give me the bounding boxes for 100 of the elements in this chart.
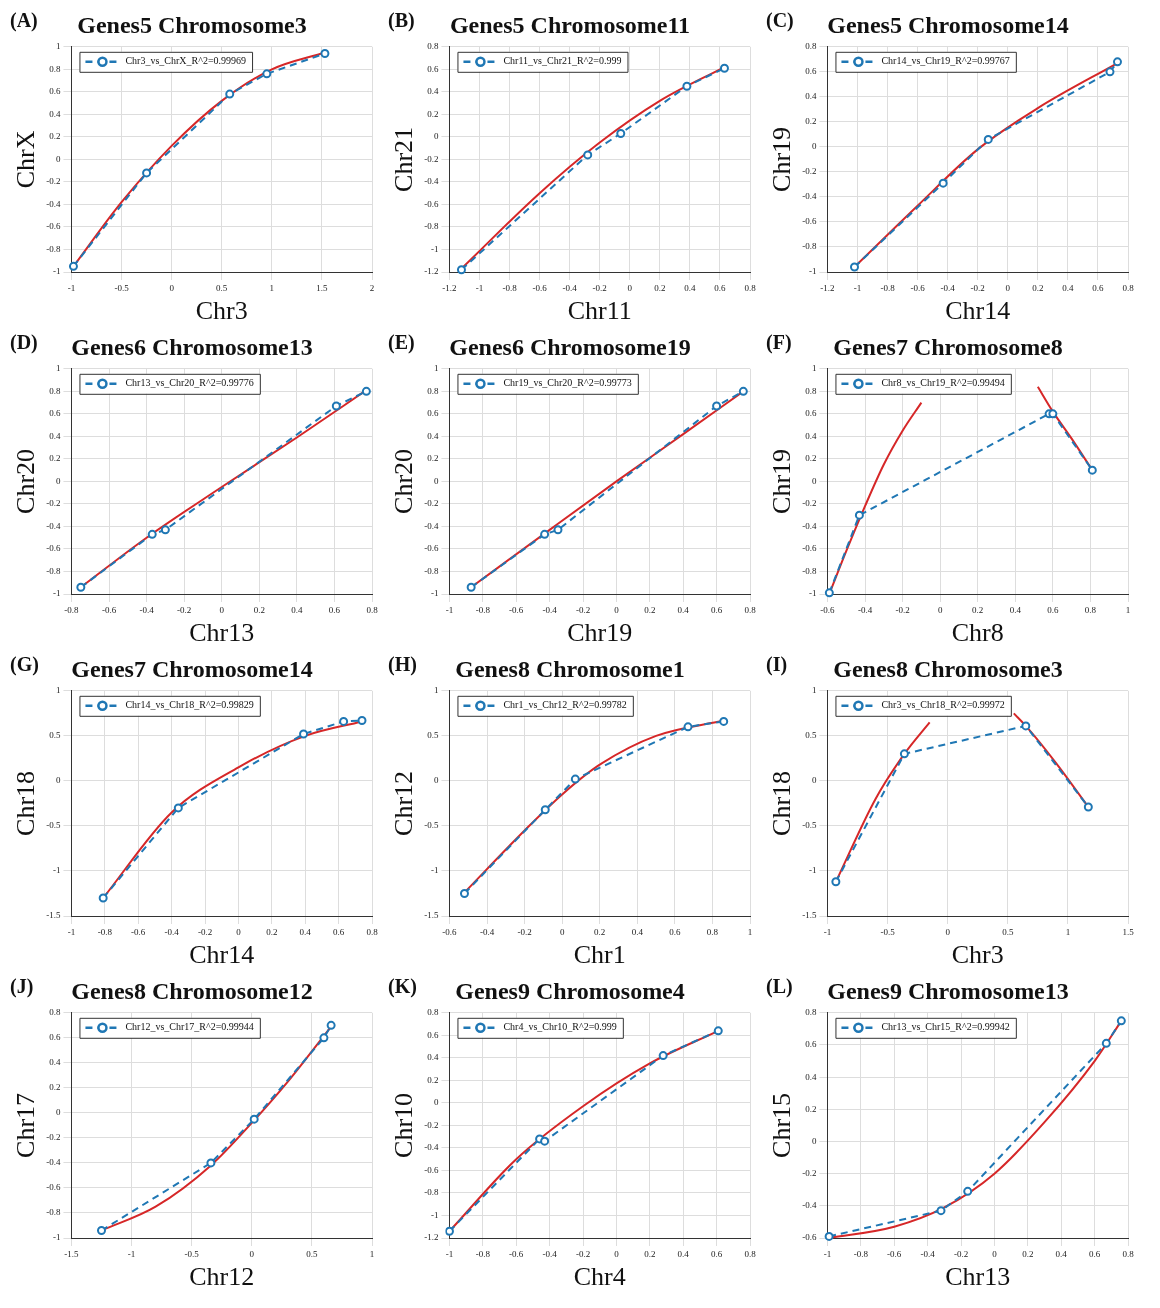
x-tick-label: -0.6	[442, 926, 458, 937]
x-axis-title: Chr12	[189, 1262, 255, 1292]
x-axis-title: Chr14	[945, 296, 1011, 326]
y-tick-label: -0.8	[424, 565, 439, 576]
chart-title: Genes6 Chromosome19	[449, 333, 691, 360]
x-tick-label: -0.2	[895, 604, 910, 615]
chart-title: Genes5 Chromosome11	[449, 11, 691, 38]
y-tick-label: -0.6	[46, 221, 61, 232]
y-tick-label: -1.5	[46, 910, 61, 921]
x-tick-label: 0.8	[744, 604, 757, 615]
x-tick-label: -0.2	[517, 926, 532, 937]
y-tick-label: -0.6	[802, 216, 817, 227]
text: (K)	[388, 975, 417, 999]
y-tick-label: 0.2	[49, 453, 61, 464]
y-tick-label: -1	[430, 1209, 439, 1220]
y-tick-label: 0	[811, 775, 817, 786]
y-tick-label: -0.4	[46, 198, 61, 209]
text: (A)	[10, 9, 38, 33]
x-axis-title: Chr4	[573, 1262, 626, 1292]
y-axis-title: Chr19	[767, 448, 797, 514]
y-tick-label: 0.2	[427, 453, 439, 464]
text: (H)	[388, 653, 417, 677]
x-tick-label: -0.8	[64, 604, 80, 615]
x-axis-title: Chr19	[567, 618, 633, 648]
x-tick-label: -1	[823, 926, 832, 937]
y-tick-label: 0.4	[49, 108, 61, 119]
x-tick-label: -0.4	[940, 282, 956, 293]
x-tick-label: 0.2	[266, 926, 278, 937]
x-tick-label: 0.5	[306, 1248, 319, 1259]
y-tick-label: -0.6	[424, 543, 439, 554]
y-tick-label: -0.4	[802, 520, 817, 531]
y-tick-label: 0.2	[427, 108, 439, 119]
text: (G)	[10, 653, 39, 677]
x-tick-label: 0	[945, 926, 951, 937]
x-tick-label: 0.8	[706, 926, 719, 937]
chart-title: Genes9 Chromosome4	[455, 977, 685, 1004]
x-axis-title: Chr8	[951, 618, 1004, 648]
x-tick-label: -0.6	[509, 1248, 524, 1259]
x-tick-label: 2	[369, 282, 375, 293]
y-tick-label: -0.8	[46, 243, 61, 254]
y-tick-label: 0.2	[805, 453, 817, 464]
y-tick-label: -0.2	[424, 498, 439, 509]
x-tick-label: 0.4	[684, 282, 697, 293]
x-tick-label: -0.2	[592, 282, 607, 293]
y-tick-label: 0	[811, 475, 817, 486]
x-tick-label: 0.4	[631, 926, 644, 937]
x-tick-label: -0.4	[562, 282, 578, 293]
y-tick-label: 0.4	[805, 1071, 817, 1082]
x-axis-title: Chr3	[195, 296, 248, 326]
legend-label: Chr14_vs_Chr19_R^2=0.99767	[881, 55, 1010, 67]
x-tick-label: 0.6	[1088, 1248, 1101, 1259]
x-tick-label: 0.8	[1084, 604, 1097, 615]
x-tick-label: 0	[1005, 282, 1011, 293]
x-tick-label: 0.8	[366, 926, 379, 937]
x-tick-label: -0.2	[177, 604, 192, 615]
y-tick-label: -1	[430, 243, 439, 254]
y-tick-label: -0.5	[46, 820, 61, 831]
x-tick-label: -0.2	[197, 926, 213, 937]
legend-label: Chr4_vs_Chr10_R^2=0.999	[503, 1021, 617, 1033]
y-tick-label: -0.2	[424, 153, 439, 164]
y-tick-label: 0.6	[427, 63, 439, 74]
x-tick-label: -1	[853, 282, 862, 293]
legend-label: Chr13_vs_Chr20_R^2=0.99776	[125, 377, 254, 389]
y-tick-label: 0	[433, 775, 439, 786]
y-tick-label: 0.8	[49, 63, 61, 74]
y-tick-label: 0.8	[49, 1007, 61, 1018]
y-tick-label: 0.2	[49, 131, 61, 142]
x-tick-label: 0	[937, 604, 943, 615]
y-tick-label: -0.2	[802, 1168, 817, 1179]
y-tick-label: 0	[55, 1107, 61, 1118]
y-tick-label: -1	[52, 1232, 61, 1243]
x-tick-label: 0.6	[328, 604, 341, 615]
y-tick-label: 0.8	[805, 385, 817, 396]
x-tick-label: 1	[369, 1248, 375, 1259]
y-tick-label: 0.4	[427, 86, 439, 97]
x-tick-label: -1.5	[64, 1248, 80, 1259]
y-axis-title: Chr21	[389, 126, 419, 192]
x-tick-label: 0.5	[216, 282, 228, 293]
legend-label: Chr13_vs_Chr15_R^2=0.99942	[881, 1021, 1010, 1033]
x-tick-label: 0.2	[1032, 282, 1044, 293]
x-tick-label: 0.4	[677, 1248, 690, 1259]
y-axis-title: Chr10	[389, 1092, 419, 1158]
y-tick-label: -1	[430, 865, 439, 876]
x-tick-label: -0.4	[479, 926, 495, 937]
x-axis-title: Chr3	[951, 940, 1004, 970]
x-tick-label: -0.6	[532, 282, 548, 293]
x-tick-label: -0.2	[575, 604, 591, 615]
x-tick-label: 0	[614, 1248, 620, 1259]
y-axis-title: Chr20	[11, 448, 41, 514]
x-axis-title: Chr11	[567, 296, 632, 326]
y-tick-label: -0.4	[424, 520, 439, 531]
x-tick-label: 0	[219, 604, 225, 615]
x-tick-label: -0.6	[131, 926, 146, 937]
y-tick-label: -0.4	[802, 191, 817, 202]
y-tick-label: 0.5	[49, 730, 61, 741]
y-tick-label: 0.6	[49, 1032, 61, 1043]
x-tick-label: -0.5	[880, 926, 896, 937]
text: (F)	[766, 331, 792, 355]
y-tick-label: -0.6	[46, 1182, 61, 1193]
text: (D)	[10, 331, 38, 355]
